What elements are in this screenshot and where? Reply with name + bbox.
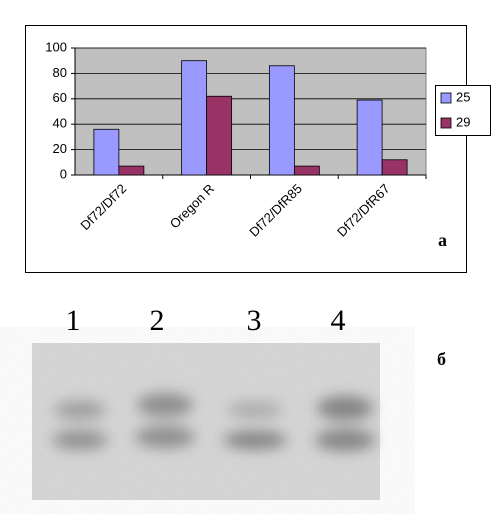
bar — [181, 60, 208, 176]
y-tick-label: 20 — [53, 141, 67, 156]
legend-swatch — [440, 117, 452, 129]
gel — [32, 343, 380, 500]
legend-label: 25 — [456, 89, 470, 104]
bar — [356, 99, 383, 176]
y-tick-label: 0 — [60, 166, 67, 181]
lane-label: 2 — [150, 304, 165, 337]
bar — [206, 95, 233, 176]
bar — [293, 165, 320, 176]
lane-label: 3 — [247, 304, 262, 337]
bar — [268, 65, 295, 176]
y-tick-label: 80 — [53, 65, 67, 80]
gel-texture — [32, 343, 380, 500]
lane-label: 4 — [331, 304, 346, 337]
panel-label: а — [438, 230, 447, 250]
legend-label: 29 — [456, 114, 470, 129]
lane-label: 1 — [66, 304, 81, 337]
bar — [381, 159, 408, 176]
y-tick-label: 60 — [53, 90, 67, 105]
bar — [93, 128, 120, 176]
panel-label: б — [437, 349, 446, 369]
y-tick-label: 100 — [45, 39, 67, 54]
y-tick-label: 40 — [53, 116, 67, 131]
bar — [118, 165, 145, 176]
legend-swatch — [440, 92, 452, 104]
